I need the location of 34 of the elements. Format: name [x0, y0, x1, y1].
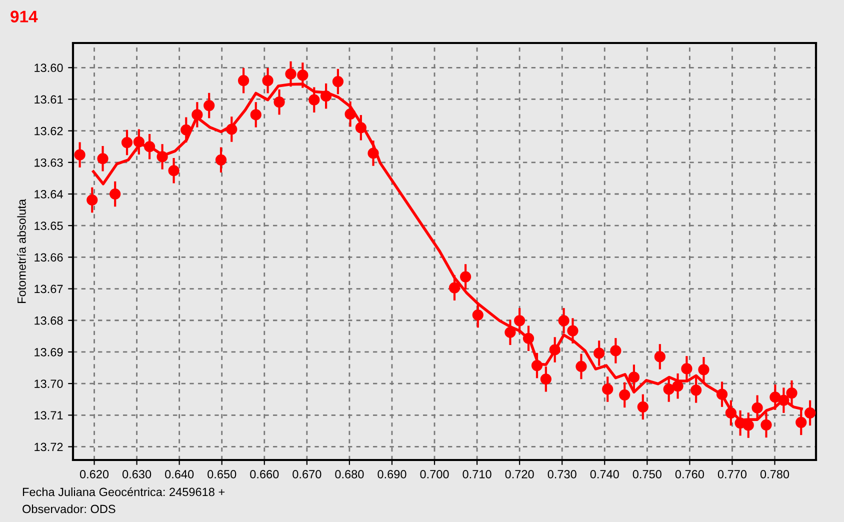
y-tick-label: 13.60: [34, 64, 63, 72]
x-tick-label: 0.750: [632, 470, 662, 478]
x-tick-label: 0.770: [718, 470, 747, 478]
x-tick-label: 0.630: [122, 470, 152, 478]
x-tick-label: 0.720: [505, 470, 534, 478]
x-axis-title: Fecha Juliana Geocéntrica: 2459618 +: [22, 487, 225, 496]
y-tick-label: 13.67: [34, 284, 63, 294]
y-tick-label: 13.64: [34, 190, 63, 198]
chart-title: 914: [10, 10, 38, 22]
x-tick-label: 0.780: [760, 470, 790, 478]
y-tick-label: 13.66: [34, 253, 63, 262]
x-tick-label: 0.740: [590, 470, 619, 478]
text: Observador: ODS: [22, 504, 116, 514]
x-tick-label: 0.700: [420, 470, 449, 478]
x-tick-label: 0.670: [292, 470, 322, 478]
x-tick-label: 0.650: [208, 470, 236, 478]
x-tick-label: 0.680: [335, 470, 364, 478]
y-axis-title: Fotometría absoluta: [17, 199, 26, 304]
x-tick-label: 0.710: [462, 470, 492, 478]
x-tick-label: 0.620: [80, 470, 109, 478]
y-tick-label: 13.68: [34, 316, 63, 325]
x-tick-label: 0.660: [250, 470, 279, 478]
x-tick-label: 0.690: [378, 470, 406, 478]
x-tick-label: 0.640: [165, 470, 194, 478]
x-tick-label: 0.760: [675, 470, 704, 478]
x-tick-label: 0.730: [548, 470, 576, 478]
y-tick-label: 13.70: [34, 380, 63, 388]
y-tick-label: 13.61: [34, 95, 63, 104]
y-tick-label: 13.65: [34, 222, 63, 230]
y-tick-label: 13.62: [34, 126, 63, 136]
y-tick-label: 13.69: [34, 348, 63, 356]
y-tick-label: 13.71: [34, 411, 63, 420]
y-tick-label: 13.63: [34, 158, 63, 167]
y-tick-label: 13.72: [34, 442, 63, 452]
